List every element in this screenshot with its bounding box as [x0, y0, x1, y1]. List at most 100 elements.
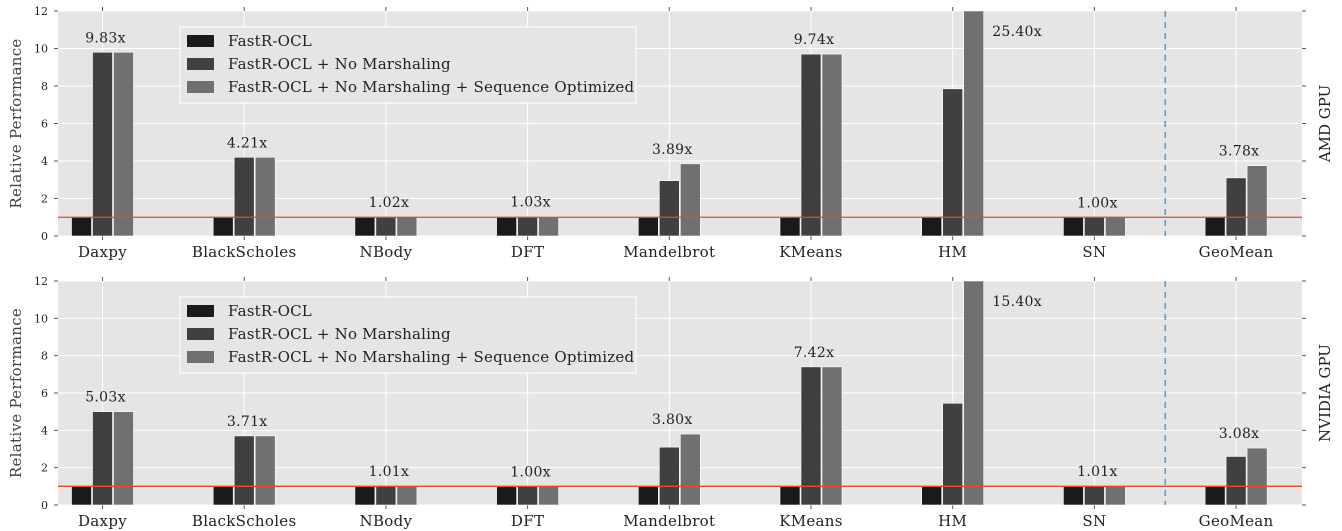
data-label: 15.40x [992, 294, 1042, 310]
legend-swatch [187, 81, 214, 93]
data-label: 1.03x [510, 195, 551, 211]
x-tick-label: GeoMean [1199, 243, 1274, 261]
x-tick-label: NBody [360, 512, 413, 530]
y-tick-label: 6 [41, 118, 48, 131]
bar [1204, 216, 1226, 237]
bar [1105, 216, 1126, 237]
x-tick-label: HM [938, 243, 967, 261]
bar [800, 53, 822, 237]
bar [1084, 216, 1105, 237]
bar [1246, 447, 1268, 506]
bar [71, 216, 92, 237]
legend-swatch [187, 305, 214, 317]
bar [538, 216, 559, 237]
y-tick-label: 0 [41, 230, 48, 243]
bar [779, 216, 801, 237]
y-tick-label: 12 [34, 275, 48, 288]
panel-side-title: NVIDIA GPU [1316, 344, 1334, 442]
bar [921, 216, 943, 237]
bar [679, 433, 701, 506]
bar [496, 216, 517, 237]
bar [658, 446, 680, 506]
x-tick-label: Daxpy [78, 512, 127, 530]
bar [254, 156, 276, 237]
bar [1246, 165, 1268, 237]
data-label: 5.03x [85, 390, 126, 406]
data-label: 1.00x [1077, 195, 1118, 211]
y-axis-title: Relative Performance [7, 38, 25, 208]
x-tick-label: DFT [511, 243, 544, 261]
bar [942, 402, 964, 506]
data-label: 7.42x [794, 345, 835, 361]
y-tick-label: 6 [41, 387, 48, 400]
y-tick-label: 10 [34, 43, 48, 56]
bar [821, 366, 843, 506]
bar [354, 486, 376, 506]
bar [637, 486, 659, 506]
bar [496, 486, 517, 506]
legend-swatch [187, 328, 214, 340]
panel-side-title: AMD GPU [1316, 85, 1334, 163]
bar [396, 485, 418, 506]
x-tick-label: Daxpy [78, 243, 127, 261]
legend-swatch [187, 351, 214, 363]
bar [1063, 216, 1084, 237]
bar [233, 435, 255, 506]
bar [942, 88, 964, 237]
bar [1084, 486, 1105, 506]
data-label: 1.01x [1077, 464, 1118, 480]
y-tick-label: 2 [41, 462, 48, 475]
x-tick-label: KMeans [779, 243, 843, 261]
bar [963, 10, 985, 237]
bar [113, 51, 134, 237]
data-label: 3.89x [652, 142, 693, 158]
bar [517, 216, 538, 237]
x-tick-label: HM [938, 512, 967, 530]
bar [1204, 486, 1226, 506]
bar [354, 216, 376, 237]
y-axis-title: Relative Performance [7, 308, 25, 478]
bar [921, 486, 943, 506]
bar [637, 216, 659, 237]
y-tick-label: 0 [41, 499, 48, 512]
bar [517, 486, 538, 506]
y-tick-label: 4 [41, 424, 48, 437]
bar [375, 216, 397, 237]
data-label: 3.78x [1219, 144, 1260, 160]
x-tick-label: GeoMean [1199, 512, 1274, 530]
data-label: 4.21x [227, 135, 268, 151]
bar [779, 486, 801, 506]
legend-label: FastR-OCL + No Marshaling + Sequence Opt… [228, 78, 634, 96]
bar [679, 163, 701, 237]
bar [254, 435, 276, 506]
x-tick-label: BlackScholes [192, 512, 297, 530]
legend-label: FastR-OCL [228, 32, 312, 50]
data-label: 1.01x [369, 464, 410, 480]
y-tick-label: 2 [41, 193, 48, 206]
y-tick-label: 4 [41, 155, 48, 168]
bar [1225, 456, 1247, 506]
legend-swatch [187, 58, 214, 70]
legend-box [179, 26, 637, 104]
data-label: 1.02x [369, 195, 410, 211]
chart-panel: 0 2 4 6 8 10 12 Daxpy BlackScholes NBody DFT Mandel… [7, 275, 1334, 530]
bar [212, 216, 234, 237]
x-tick-label: NBody [360, 243, 413, 261]
data-label: 25.40x [992, 24, 1042, 40]
data-label: 3.08x [1219, 426, 1260, 442]
bar [113, 411, 134, 506]
legend-label: FastR-OCL + No Marshaling [228, 325, 451, 343]
bar [538, 486, 559, 506]
legend-label: FastR-OCL [228, 302, 312, 320]
bar [963, 280, 985, 506]
bar [1105, 485, 1126, 506]
bar [1063, 486, 1084, 506]
x-tick-label: KMeans [779, 512, 843, 530]
bar [375, 486, 397, 506]
bar [92, 411, 113, 506]
legend-swatch [187, 35, 214, 47]
bar [396, 216, 418, 237]
bar [71, 486, 92, 506]
data-label: 1.00x [510, 464, 551, 480]
